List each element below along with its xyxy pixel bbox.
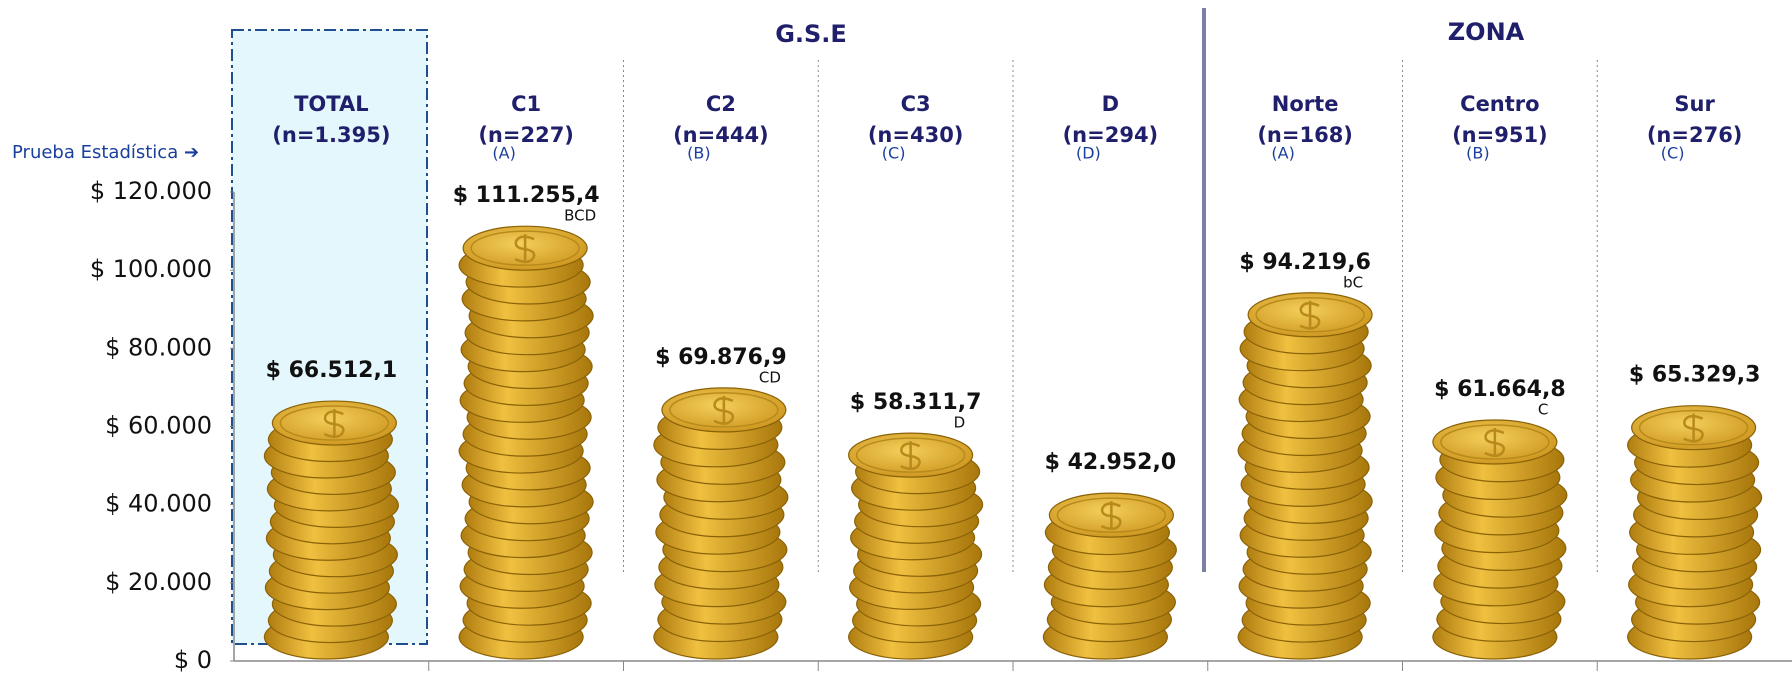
y-tick-label: $ 80.000 [105, 333, 212, 361]
coin-rim [855, 437, 966, 473]
coin-rim [279, 405, 390, 441]
sample-size: (n=168) [1257, 123, 1353, 147]
value-label: $ 69.876,9 [655, 345, 787, 370]
bar [458, 225, 594, 660]
coin-symbol [1484, 427, 1506, 457]
x-category-label: D [1102, 92, 1119, 116]
group-label: G.S.E [775, 20, 847, 48]
value-label: $ 61.664,8 [1434, 377, 1566, 402]
sample-size: (n=444) [673, 123, 769, 147]
bar [263, 400, 399, 660]
value-label: $ 111.255,4 [453, 183, 600, 208]
test-letter: (A) [492, 144, 515, 163]
coin-rim [1255, 297, 1365, 333]
test-letter: (C) [882, 144, 906, 163]
coin-symbol [713, 395, 735, 425]
bar [1627, 405, 1763, 660]
significance-letters: CD [759, 368, 781, 386]
y-tick-label: $ 120.000 [90, 177, 212, 205]
y-tick-label: $ 60.000 [105, 412, 212, 440]
value-label: $ 42.952,0 [1045, 450, 1177, 475]
test-label: Prueba Estadística ➔ [12, 142, 199, 163]
y-tick-label: $ 100.000 [90, 255, 212, 283]
sample-size: (n=430) [868, 123, 964, 147]
y-tick-label: $ 40.000 [105, 490, 212, 518]
bar [848, 432, 984, 660]
coin-rim [1440, 424, 1550, 460]
x-category-label: C3 [901, 92, 931, 116]
test-letter: (D) [1076, 144, 1101, 163]
y-tick-label: $ 20.000 [105, 568, 212, 596]
bar [1237, 292, 1373, 660]
y-tick-label: $ 0 [174, 646, 212, 674]
sample-size: (n=951) [1452, 123, 1548, 147]
x-category-label: Norte [1272, 92, 1339, 116]
coin-rim [669, 392, 779, 428]
significance-letters: C [1538, 400, 1548, 418]
value-label: $ 65.329,3 [1629, 363, 1761, 388]
significance-letters: BCD [564, 207, 596, 225]
coin-rim [1638, 409, 1749, 446]
sample-size: (n=294) [1063, 123, 1159, 147]
x-category-label: Centro [1460, 92, 1539, 116]
x-category-label: Sur [1674, 92, 1715, 116]
coin-symbol [900, 441, 921, 471]
coin-symbol [514, 234, 536, 264]
bar [1432, 419, 1568, 660]
value-label: $ 58.311,7 [850, 390, 982, 415]
test-letter: (B) [687, 144, 710, 163]
sample-size: (n=1.395) [272, 123, 390, 147]
coin-symbol [323, 409, 345, 439]
test-letter: (B) [1466, 144, 1489, 163]
sample-size: (n=227) [478, 123, 574, 147]
coin-rim [1056, 497, 1167, 533]
group-label: ZONA [1448, 18, 1525, 46]
significance-letters: bC [1343, 273, 1363, 291]
significance-letters: D [954, 414, 966, 432]
x-category-label: TOTAL [294, 92, 369, 116]
x-category-label: C2 [706, 92, 736, 116]
bar [653, 387, 789, 660]
coin-symbol [1100, 501, 1122, 531]
coin-symbol [1683, 413, 1704, 443]
x-category-label: C1 [511, 92, 541, 116]
coin-symbol [1299, 300, 1321, 330]
value-label: $ 94.219,6 [1239, 250, 1371, 275]
test-letter: (A) [1271, 144, 1294, 163]
coin-rim [470, 230, 580, 266]
bar [1042, 492, 1177, 660]
sample-size: (n=276) [1647, 123, 1743, 147]
value-label: $ 66.512,1 [266, 358, 398, 383]
test-letter: (C) [1661, 144, 1685, 163]
